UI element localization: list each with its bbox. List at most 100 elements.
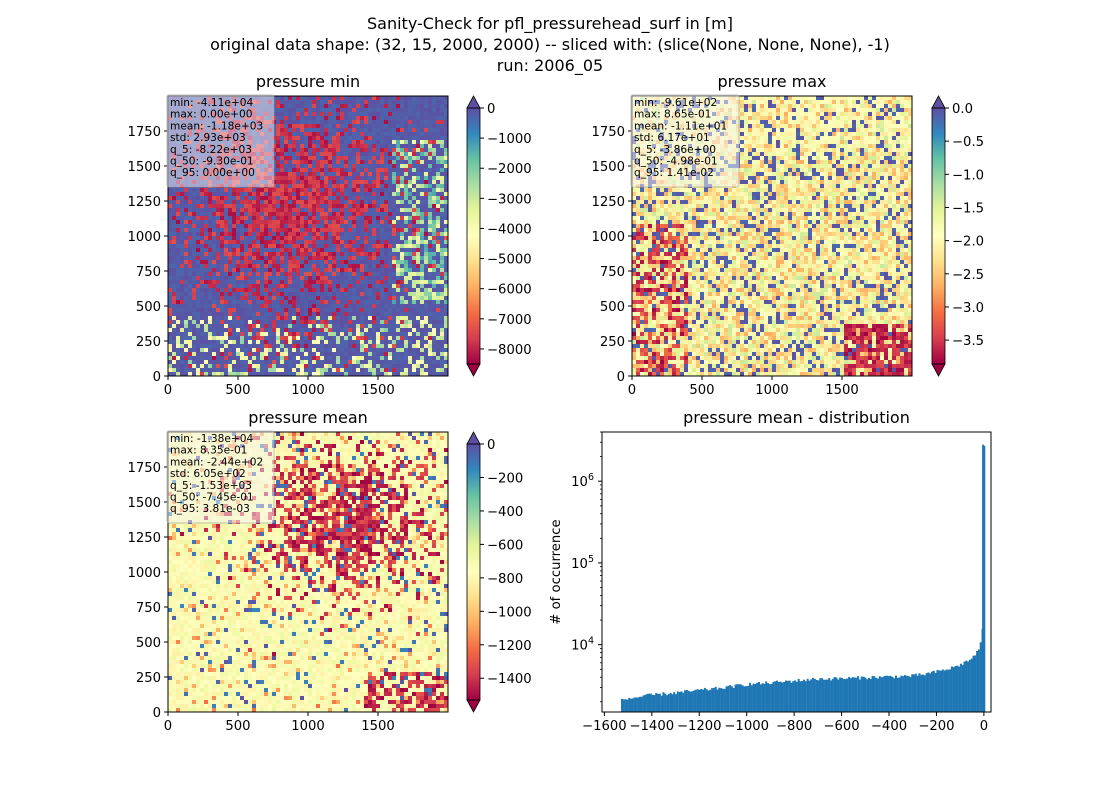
histogram-bar <box>721 688 724 712</box>
figure-title-line-1: Sanity-Check for pfl_pressurehead_surf i… <box>367 14 733 33</box>
y-tick-label-max-5: 1250 <box>591 195 625 210</box>
histogram-bar <box>795 681 798 712</box>
colorbar-max: 0.0 −0.5 −1.0 −1.5 −2.0 −2.5 −3.0 −3.5 <box>931 95 984 377</box>
histogram-bar <box>705 689 708 712</box>
histogram-bar <box>839 677 842 712</box>
histogram-bar <box>745 686 748 712</box>
colorbar-tick-label-min-6: −6000 <box>487 283 532 298</box>
histogram-bar <box>739 684 742 712</box>
histogram-bar <box>639 696 641 712</box>
hist-y-axis-label: # of occurrence <box>549 519 564 624</box>
histogram-bar <box>819 678 822 712</box>
histogram-bar <box>736 684 739 712</box>
histogram-bar <box>907 676 910 712</box>
histogram-bar <box>837 679 840 712</box>
histogram-bar <box>965 660 968 712</box>
y-tick-label-min-2: 500 <box>136 300 161 315</box>
histogram-bar <box>826 679 829 712</box>
histogram-bar <box>658 693 661 712</box>
histogram-bar <box>952 667 955 712</box>
y-tick-label-mean-5: 1250 <box>127 531 161 546</box>
histogram-bar <box>694 689 697 712</box>
histogram-bar <box>770 683 773 712</box>
histogram-bar <box>909 677 912 712</box>
histogram-bar <box>869 678 872 712</box>
histogram-bar <box>922 674 925 712</box>
histogram-bar <box>867 677 870 712</box>
stat-line-max-1: max: 8.65e-01 <box>634 109 711 121</box>
colorbar-tick-label-max-3: −1.5 <box>952 201 984 216</box>
histogram-bar <box>824 679 827 712</box>
y-tick-label-max-1: 250 <box>600 335 625 350</box>
stat-line-min-5: q_50: -9.30e-01 <box>170 156 254 168</box>
y-tick-label-min-1: 250 <box>136 335 161 350</box>
colorbar-tick-label-mean-3: −600 <box>487 538 523 553</box>
histogram-bar <box>684 690 687 712</box>
histogram-layer: −1600 −1400 −1200 −1000 −800 −600 −400 −200 0 104… <box>549 431 992 734</box>
colorbar-tick-label-max-4: −2.0 <box>952 235 984 250</box>
histogram-bar <box>785 680 788 712</box>
histogram-bar <box>875 677 878 712</box>
x-tick-label-max-1: 500 <box>689 383 714 398</box>
panel-title-pressure-min: pressure min <box>255 72 361 91</box>
histogram-bar <box>977 649 980 712</box>
colorbar-tick-label-min-2: −2000 <box>487 162 532 177</box>
histogram-bar <box>961 665 964 712</box>
histogram-bar <box>894 675 897 712</box>
colorbar-tick-label-max-6: −3.0 <box>952 301 984 316</box>
histogram-bar <box>940 670 943 712</box>
colorbar-tick-label-min-0: 0 <box>487 102 495 117</box>
x-tick-label-min-1: 500 <box>225 383 250 398</box>
histogram-bar <box>828 678 831 712</box>
histogram-bar <box>765 681 768 712</box>
x-tick-label-min-0: 0 <box>164 383 172 398</box>
histogram-bars <box>620 444 986 712</box>
histogram-bar <box>644 694 647 712</box>
histogram-bar <box>871 676 874 712</box>
histogram-bar <box>822 679 825 712</box>
hist-x-tick-label-1: −1400 <box>629 719 674 734</box>
y-tick-label-mean-4: 1000 <box>127 566 161 581</box>
y-tick-label-mean-0: 0 <box>153 706 161 721</box>
histogram-bar <box>925 673 928 712</box>
histogram-bar <box>700 688 703 712</box>
x-tick-label-min-3: 1500 <box>361 383 395 398</box>
histogram-bar <box>752 683 755 712</box>
histogram-bar <box>756 682 759 712</box>
colorbar-tick-label-min-8: −8000 <box>487 343 532 358</box>
histogram-bar <box>848 676 851 712</box>
histogram-bar <box>761 683 764 712</box>
histogram-bar <box>734 684 737 712</box>
histogram-bar <box>776 680 779 712</box>
hist-y-tick-label-1: 105 <box>571 554 594 572</box>
histogram-bar <box>920 674 923 712</box>
hist-y-tick-label-2: 106 <box>571 472 594 490</box>
histogram-bar-peak <box>982 444 984 712</box>
histogram-bar <box>979 642 982 712</box>
histogram-bar <box>680 691 683 712</box>
histogram-bar <box>730 686 733 712</box>
histogram-bar <box>763 683 766 712</box>
histogram-bar <box>983 445 986 712</box>
stat-line-mean-3: std: 6.05e+02 <box>170 468 246 480</box>
histogram-bar <box>693 690 696 712</box>
histogram-bar <box>963 661 966 712</box>
histogram-bar <box>927 672 930 712</box>
histogram-bar <box>950 666 953 712</box>
histogram-bar <box>929 673 932 712</box>
histogram-bar <box>655 692 658 712</box>
hist-x-tick-label-4: −800 <box>776 719 812 734</box>
histogram-bar <box>794 680 797 712</box>
y-tick-label-min-5: 1250 <box>127 195 161 210</box>
histogram-bar <box>629 698 632 712</box>
hist-x-tick-label-2: −1200 <box>677 719 722 734</box>
histogram-bar <box>840 677 843 712</box>
histogram-bar <box>846 678 849 712</box>
histogram-bar <box>853 677 856 712</box>
histogram-bar <box>880 677 883 712</box>
stat-line-min-6: q_95: 0.00e+00 <box>170 167 255 179</box>
colorbar-tick-label-mean-0: 0 <box>487 438 495 453</box>
x-tick-label-min-2: 1000 <box>291 383 325 398</box>
histogram-bar <box>792 681 795 712</box>
